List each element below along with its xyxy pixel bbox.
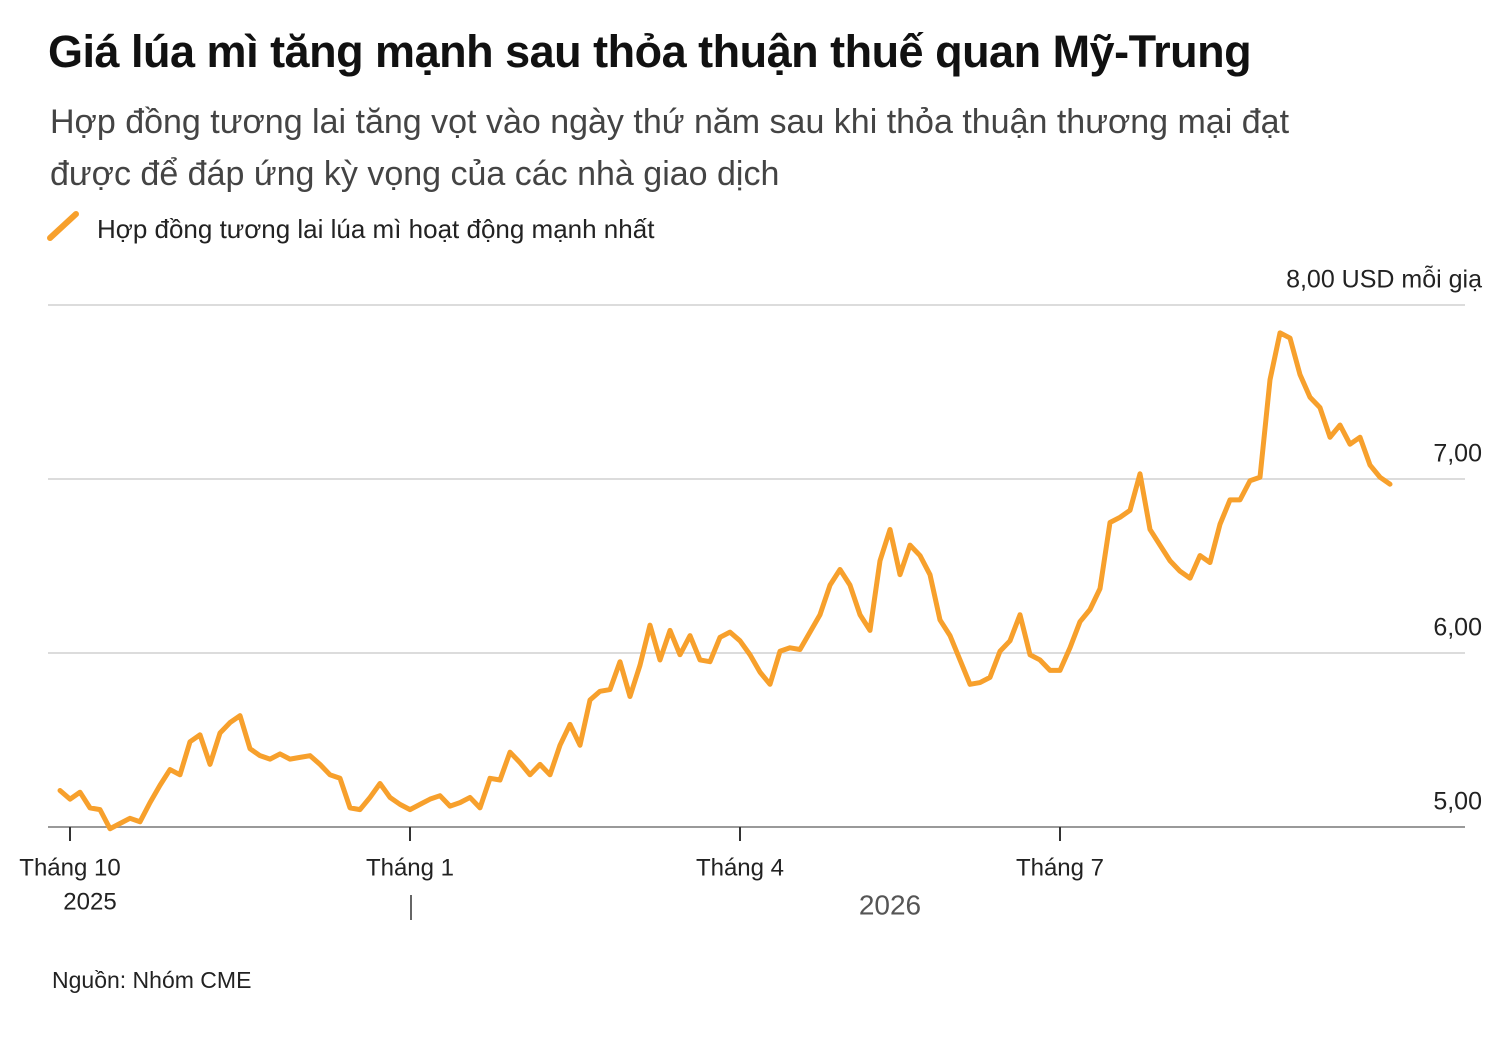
x-tick-label: Tháng 1 — [366, 854, 454, 881]
year-label: 2026 — [859, 889, 921, 920]
legend-label: Hợp đồng tương lai lúa mì hoạt động mạnh… — [97, 214, 655, 244]
y-tick-label: 7,00 — [1433, 440, 1482, 468]
x-tick-label: Tháng 7 — [1016, 854, 1104, 881]
source: Nguồn: Nhóm CME — [52, 967, 251, 993]
y-tick-label: 6,00 — [1433, 614, 1482, 642]
y-tick-label: 8,00 USD mỗi giạ — [1286, 265, 1482, 294]
y-tick-label: 5,00 — [1433, 788, 1482, 816]
year-label: 2025 — [63, 888, 116, 915]
chart-title: Giá lúa mì tăng mạnh sau thỏa thuận thuế… — [48, 26, 1252, 77]
chart-subtitle: Hợp đồng tương lai tăng vọt vào ngày thứ… — [50, 103, 1290, 193]
x-tick-label: Tháng 4 — [696, 854, 784, 881]
legend-swatch — [47, 211, 79, 241]
data-line — [57, 330, 1393, 832]
x-tick-label: Tháng 10 — [19, 854, 120, 881]
